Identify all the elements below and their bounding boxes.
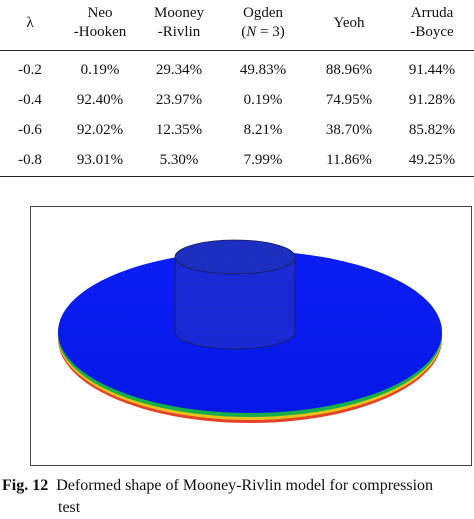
deformed-shape-figure — [30, 206, 472, 466]
table-cell: 92.02% — [76, 121, 124, 138]
table-cell: -0.6 — [18, 121, 42, 138]
table-cell: 0.19% — [243, 91, 283, 108]
deformed-shape-render — [58, 239, 442, 423]
table-bottom-rule — [0, 176, 474, 177]
cylinder-indenter — [174, 239, 296, 350]
results-table: λ Neo -Hooken Mooney -Rivlin Ogden (N = … — [0, 0, 474, 181]
table-cell: 88.96% — [325, 61, 373, 78]
table-cell: -0.2 — [18, 61, 42, 78]
table-cell: 0.19% — [80, 61, 120, 78]
header-neo-hooken: Neo -Hooken — [73, 5, 127, 40]
table-cell: 74.95% — [325, 91, 373, 108]
results-table-container: λ Neo -Hooken Mooney -Rivlin Ogden (N = … — [0, 0, 474, 181]
caption-line-1: Deformed shape of Mooney-Rivlin model fo… — [56, 477, 434, 494]
header-mooney-rivlin: Mooney -Rivlin — [154, 5, 204, 40]
table-row: -0.2 0.19% 29.34% 49.83% 88.96% 91.44% — [0, 51, 474, 86]
table-cell: 5.30% — [159, 151, 199, 168]
table-cell: 49.25% — [408, 151, 456, 168]
table-row: -0.8 93.01% 5.30% 7.99% 11.86% 49.25% — [0, 145, 474, 181]
table-cell: 49.83% — [239, 61, 287, 78]
table-cell: 91.44% — [408, 61, 456, 78]
table-cell: -0.8 — [18, 151, 42, 168]
table-cell: 29.34% — [155, 61, 203, 78]
table-cell: 11.86% — [326, 151, 372, 168]
table-cell: 8.21% — [243, 121, 283, 138]
header-lambda: λ — [26, 14, 34, 31]
table-cell: 12.35% — [155, 121, 203, 138]
table-cell: 7.99% — [243, 151, 283, 168]
table-cell: 38.70% — [325, 121, 373, 138]
caption-line-2: test — [58, 499, 81, 516]
table-cell: -0.4 — [18, 91, 42, 108]
table-cell: 23.97% — [155, 91, 203, 108]
table-cell: 93.01% — [76, 151, 124, 168]
figure-caption: Fig. 12 Deformed shape of Mooney-Rivlin m… — [2, 475, 474, 519]
header-arruda-boyce: Arruda -Boyce — [410, 5, 454, 40]
header-yeoh: Yeoh — [333, 14, 365, 31]
table-row: -0.4 92.40% 23.97% 0.19% 74.95% 91.28% — [0, 85, 474, 115]
header-ogden: Ogden (N = 3) — [241, 5, 285, 40]
table-cell: 91.28% — [408, 91, 456, 108]
figure-label: Fig. 12 — [2, 477, 49, 494]
table-row: -0.6 92.02% 12.35% 8.21% 38.70% 85.82% — [0, 115, 474, 145]
table-cell: 85.82% — [408, 121, 456, 138]
table-header-row: λ Neo -Hooken Mooney -Rivlin Ogden (N = … — [0, 0, 474, 51]
table-cell: 92.40% — [76, 91, 124, 108]
